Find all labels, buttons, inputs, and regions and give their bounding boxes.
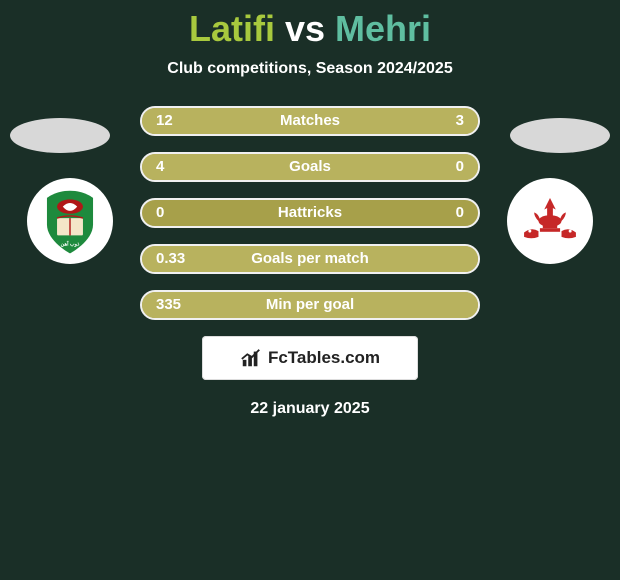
stat-value-right: 3 <box>456 108 464 134</box>
stat-row: 335Min per goal <box>140 290 480 320</box>
vs-text: vs <box>285 8 325 49</box>
player1-photo <box>10 118 110 153</box>
page-title: Latifi vs Mehri <box>0 0 620 50</box>
stat-label: Hattricks <box>142 200 478 226</box>
stat-label: Goals per match <box>142 246 478 272</box>
bar-chart-icon <box>240 347 262 369</box>
stat-value-right: 0 <box>456 154 464 180</box>
club-logo-right <box>507 178 593 264</box>
club-right-icon <box>514 185 586 257</box>
subtitle: Club competitions, Season 2024/2025 <box>0 60 620 78</box>
player2-name: Mehri <box>335 8 431 49</box>
brand-box[interactable]: FcTables.com <box>202 336 418 380</box>
stat-row: 0Hattricks0 <box>140 198 480 228</box>
brand-text: FcTables.com <box>268 348 380 368</box>
player1-name: Latifi <box>189 8 275 49</box>
player2-photo <box>510 118 610 153</box>
stat-row: 0.33Goals per match <box>140 244 480 274</box>
stat-value-right: 0 <box>456 200 464 226</box>
stat-row: 12Matches3 <box>140 106 480 136</box>
stat-row: 4Goals0 <box>140 152 480 182</box>
stat-label: Matches <box>142 108 478 134</box>
svg-text:ذوب آهن: ذوب آهن <box>61 240 80 247</box>
stat-label: Min per goal <box>142 292 478 318</box>
club-left-icon: ذوب آهن <box>34 185 106 257</box>
date-text: 22 january 2025 <box>0 400 620 418</box>
stat-label: Goals <box>142 154 478 180</box>
stats-list: 12Matches34Goals00Hattricks00.33Goals pe… <box>140 106 480 320</box>
club-logo-left: ذوب آهن <box>27 178 113 264</box>
